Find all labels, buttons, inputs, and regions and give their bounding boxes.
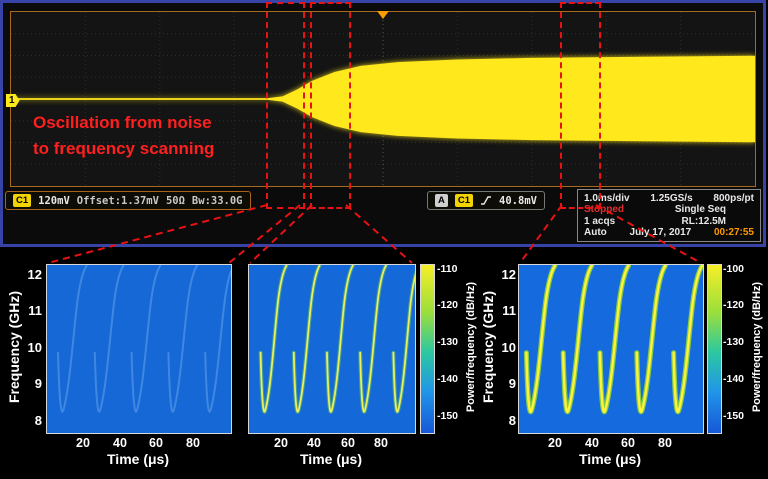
scope-graticule <box>10 11 756 187</box>
trigger-position-icon <box>377 11 389 19</box>
y-tick-label: 10 <box>501 340 516 355</box>
x-tick-label: 80 <box>658 436 672 450</box>
trigger-level: 40.8mV <box>499 194 537 207</box>
scope-annotation: Oscillation from noise to frequency scan… <box>33 110 214 163</box>
x-tick-label: 40 <box>113 436 127 450</box>
y-tick-label: 9 <box>508 376 516 391</box>
trigger-readout: A C1 40.8mV <box>427 191 545 210</box>
x-tick-label: 60 <box>341 436 355 450</box>
x-tick-label: 20 <box>548 436 562 450</box>
x-tick-label: 20 <box>76 436 90 450</box>
x-tick-label: 40 <box>307 436 321 450</box>
colorbar-tick: -130 <box>437 336 459 348</box>
record-length: RL:12.5M <box>681 215 726 227</box>
roi-box-transition <box>310 2 351 209</box>
colorbar-label: Power/frequency (dB/Hz) <box>751 281 763 413</box>
scope-trace-plot <box>11 12 755 186</box>
spectrogram-plot-1 <box>46 264 232 434</box>
colorbar-tick: -150 <box>723 410 745 422</box>
annotation-line-2: to frequency scanning <box>33 139 215 159</box>
channel-coupling: 50Ω <box>165 194 185 207</box>
clock-display: 00:27:55 <box>713 226 754 238</box>
x-tick-label: 80 <box>186 436 200 450</box>
roi-box-noise <box>266 2 305 209</box>
y-tick-label: 9 <box>34 376 42 391</box>
annotation-line-1: Oscillation from noise <box>33 113 212 132</box>
x-tick-label: 60 <box>621 436 635 450</box>
x-axis-label: Time (μs) <box>300 451 362 467</box>
channel-1-marker-icon: 1 <box>6 94 20 107</box>
y-tick-label: 8 <box>508 413 516 428</box>
colorbar-label: Power/frequency (dB/Hz) <box>465 281 477 413</box>
acq-mode: Single Seq <box>674 204 726 216</box>
colorbar-tick: -130 <box>723 336 745 348</box>
x-tick-label: 60 <box>149 436 163 450</box>
spectrogram-plot-3 <box>518 264 704 434</box>
x-axis-label: Time (μs) <box>107 451 169 467</box>
acq-count: 1 acqs <box>584 215 616 227</box>
colorbar-tick: -110 <box>437 263 458 275</box>
acquisition-info-panel: 1.0ms/div 1.25GS/s 800ps/pt Stopped Sing… <box>577 189 761 242</box>
channel-offset: Offset:1.37mV <box>76 194 159 207</box>
channel-scale: 120mV <box>38 194 70 207</box>
y-tick-label: 10 <box>27 340 42 355</box>
colorbar-3 <box>707 264 722 434</box>
channel-bandwidth: Bw:33.0G <box>191 194 243 207</box>
sample-interval: 800ps/pt <box>713 193 754 204</box>
colorbar-2 <box>420 264 435 434</box>
x-tick-label: 20 <box>274 436 288 450</box>
colorbar-tick: -140 <box>723 373 745 385</box>
roi-box-scanning <box>560 2 601 209</box>
timebase: 1.0ms/div <box>584 193 630 204</box>
colorbar-tick: -150 <box>437 410 459 422</box>
y-tick-label: 11 <box>28 303 42 318</box>
y-tick-label: 12 <box>501 267 516 282</box>
colorbar-tick: -120 <box>437 299 459 311</box>
colorbar-tick: -100 <box>723 263 745 275</box>
sample-rate: 1.25GS/s <box>650 193 693 204</box>
colorbar-tick: -120 <box>723 299 745 311</box>
colorbar-tick: -140 <box>437 373 459 385</box>
trigger-bus-badge: A <box>435 194 448 207</box>
y-tick-label: 12 <box>27 267 42 282</box>
trigger-mode: Auto <box>584 226 607 238</box>
rising-edge-icon <box>481 196 492 205</box>
y-tick-label: 8 <box>34 413 42 428</box>
spectrogram-plot-2 <box>248 264 416 434</box>
x-tick-label: 80 <box>374 436 388 450</box>
trigger-source-badge: C1 <box>454 194 474 207</box>
channel-readout: C1 120mV Offset:1.37mV 50Ω Bw:33.0G <box>5 191 251 210</box>
channel-badge: C1 <box>13 194 32 207</box>
y-tick-label: 11 <box>502 303 516 318</box>
x-axis-label: Time (μs) <box>579 451 641 467</box>
x-tick-label: 40 <box>585 436 599 450</box>
date-display: July 17, 2017 <box>629 226 692 238</box>
